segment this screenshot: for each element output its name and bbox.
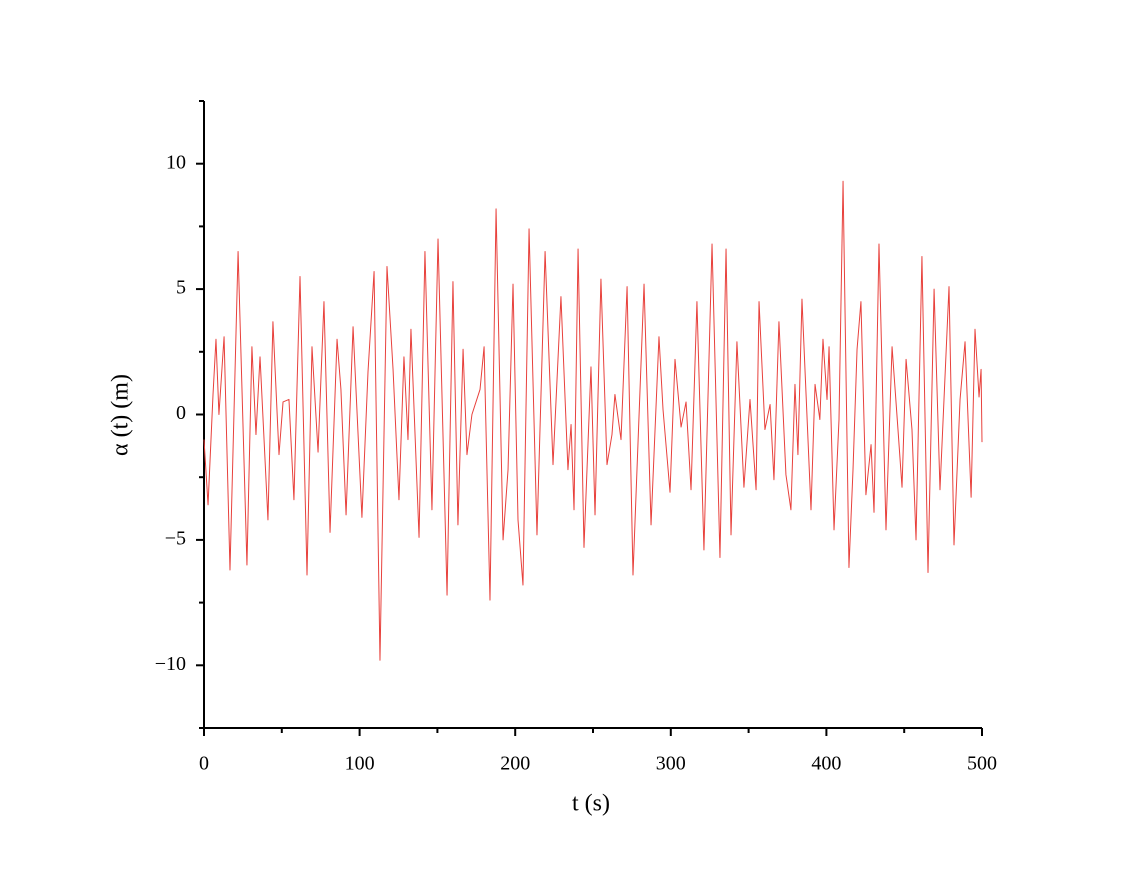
- x-tick-label: 300: [656, 753, 686, 775]
- y-tick-label: 0: [176, 402, 186, 424]
- y-tick-label: 10: [166, 151, 186, 173]
- y-tick-label: −5: [165, 527, 186, 549]
- x-tick-label: 0: [199, 753, 209, 775]
- x-tick-label: 100: [345, 753, 375, 775]
- y-tick-label: 5: [176, 277, 186, 299]
- x-tick-label: 400: [811, 753, 841, 775]
- x-tick-label: 500: [967, 753, 997, 775]
- y-axis-title: α (t) (m): [108, 374, 134, 456]
- x-axis-title: t (s): [572, 791, 610, 817]
- data-line: [203, 180, 983, 661]
- x-tick-label: 200: [500, 753, 530, 775]
- y-tick-label: −10: [155, 653, 186, 675]
